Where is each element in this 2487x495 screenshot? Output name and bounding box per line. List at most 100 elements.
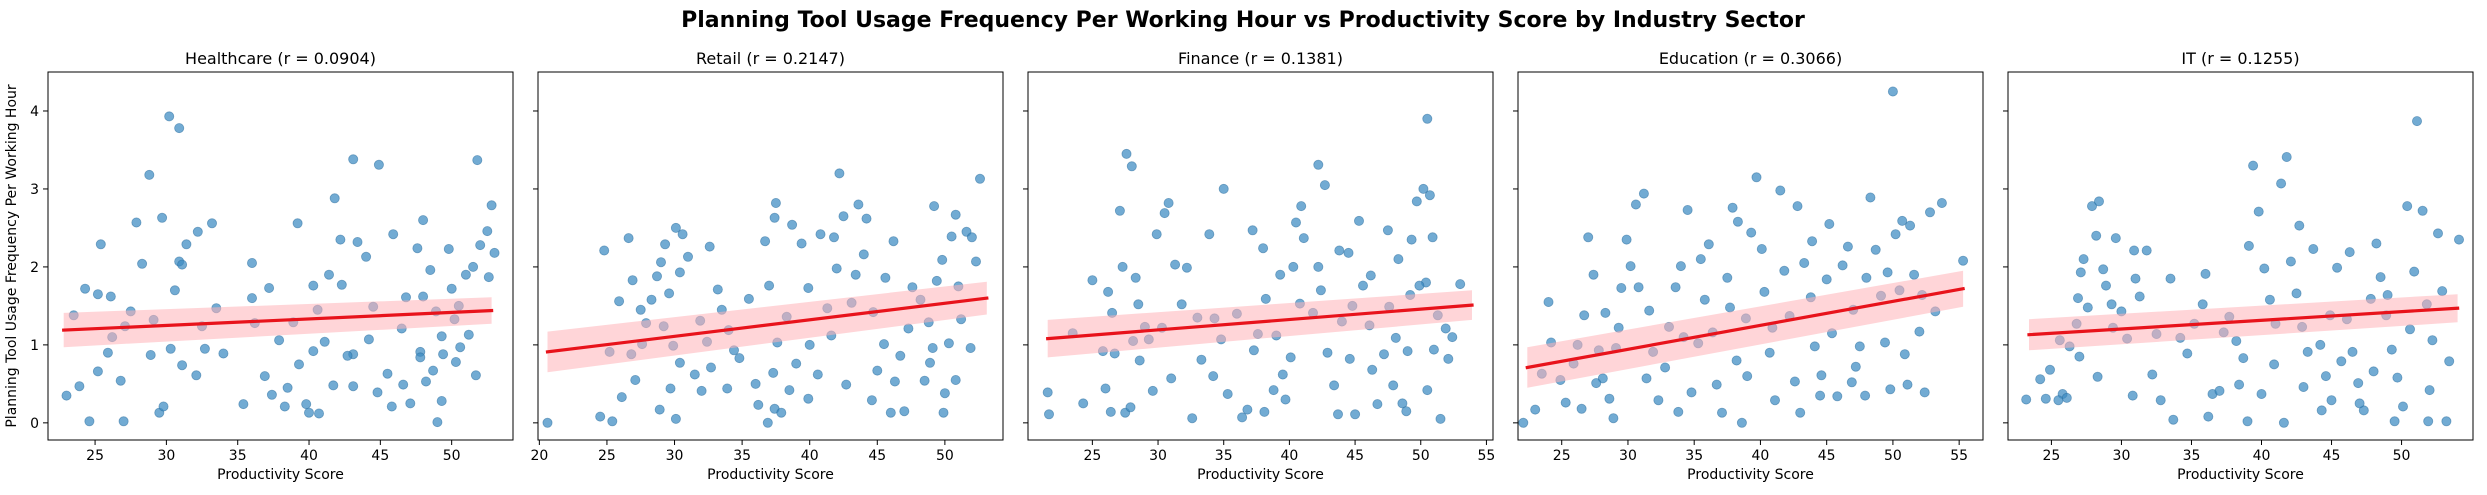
- data-point: [879, 339, 890, 350]
- data-point: [329, 193, 340, 204]
- data-point: [443, 243, 454, 254]
- data-point: [1350, 409, 1361, 420]
- data-point: [1288, 261, 1299, 272]
- data-point: [1621, 234, 1632, 245]
- x-tick-label: 20: [530, 448, 548, 464]
- data-point: [769, 212, 780, 223]
- data-point: [931, 275, 942, 286]
- x-tick-label: 40: [801, 448, 819, 464]
- data-point: [1897, 215, 1908, 226]
- data-point: [372, 387, 383, 398]
- data-point: [446, 283, 457, 294]
- regression-line: [545, 296, 989, 354]
- data-point: [1732, 216, 1743, 227]
- data-point: [398, 379, 409, 390]
- data-point: [670, 222, 681, 233]
- data-point: [92, 289, 103, 300]
- axes-frame: [47, 71, 514, 441]
- data-point: [1824, 218, 1835, 229]
- data-point: [1588, 269, 1599, 280]
- data-point: [1424, 190, 1435, 201]
- data-point: [1443, 353, 1454, 364]
- data-point: [1821, 274, 1832, 285]
- data-point: [1625, 261, 1636, 272]
- data-point: [2308, 243, 2319, 254]
- data-point: [303, 407, 314, 418]
- data-point: [683, 251, 694, 262]
- data-point: [2168, 414, 2179, 425]
- data-point: [1644, 305, 1655, 316]
- data-point: [1121, 148, 1132, 159]
- data-point: [1717, 407, 1728, 418]
- data-point: [319, 336, 330, 347]
- data-point: [1130, 272, 1141, 283]
- data-point: [1319, 180, 1330, 191]
- data-point: [470, 370, 481, 381]
- data-point: [885, 407, 896, 418]
- data-point: [157, 212, 168, 223]
- data-point: [1725, 302, 1736, 313]
- data-point: [1258, 243, 1269, 254]
- data-point: [336, 279, 347, 290]
- data-point: [929, 201, 940, 212]
- data-point: [2269, 359, 2280, 370]
- data-point: [436, 331, 447, 342]
- data-point: [1936, 197, 1947, 208]
- x-tick-label: 50: [2393, 448, 2411, 464]
- data-point: [1260, 293, 1271, 304]
- data-point: [627, 275, 638, 286]
- x-tick-label: 55: [1478, 448, 1496, 464]
- data-point: [2332, 262, 2343, 273]
- data-point: [829, 232, 840, 243]
- data-point: [1277, 369, 1288, 380]
- data-point: [1275, 269, 1286, 280]
- data-point: [1518, 417, 1529, 428]
- data-point: [145, 349, 156, 360]
- data-point: [1322, 347, 1333, 358]
- data-point: [264, 282, 275, 293]
- panel-4: IT (r = 0.1255) 25 30 35 40 45 50 Productivity …: [2003, 49, 2474, 483]
- data-point: [468, 261, 479, 272]
- data-point: [1604, 393, 1615, 404]
- data-point: [1722, 272, 1733, 283]
- data-point: [1100, 383, 1111, 394]
- data-point: [1411, 196, 1422, 207]
- data-point: [689, 369, 700, 380]
- data-point: [348, 381, 359, 392]
- data-point: [2045, 364, 2056, 375]
- data-point: [768, 367, 779, 378]
- data-point: [352, 236, 363, 247]
- data-point: [1418, 183, 1429, 194]
- x-tick-label: 25: [2043, 448, 2061, 464]
- data-point: [1372, 399, 1383, 410]
- x-tick-label: 35: [2183, 448, 2201, 464]
- data-point: [1447, 332, 1458, 343]
- data-point: [2061, 392, 2072, 403]
- data-point: [1560, 397, 1571, 408]
- data-point: [937, 254, 948, 265]
- data-point: [1414, 280, 1425, 291]
- x-axis-label: Productivity Score: [707, 467, 834, 483]
- data-point: [1042, 387, 1053, 398]
- data-point: [946, 231, 957, 242]
- data-point: [1861, 272, 1872, 283]
- data-point: [804, 339, 815, 350]
- figure-title: Planning Tool Usage Frequency Per Workin…: [681, 8, 1805, 33]
- data-point: [1695, 254, 1706, 265]
- data-point: [665, 383, 676, 394]
- data-point: [174, 123, 185, 134]
- data-point: [1807, 236, 1818, 247]
- data-point: [872, 365, 883, 376]
- data-point: [614, 296, 625, 307]
- y-tick-label: 3: [30, 182, 39, 198]
- data-point: [412, 243, 423, 254]
- data-point: [2259, 263, 2270, 274]
- x-tick-label: 50: [1884, 448, 1902, 464]
- data-point: [131, 217, 142, 228]
- data-point: [803, 282, 814, 293]
- data-point: [2354, 398, 2365, 409]
- data-point: [1795, 407, 1806, 418]
- data-point: [169, 285, 180, 296]
- data-point: [1393, 254, 1404, 265]
- data-point: [2129, 245, 2140, 256]
